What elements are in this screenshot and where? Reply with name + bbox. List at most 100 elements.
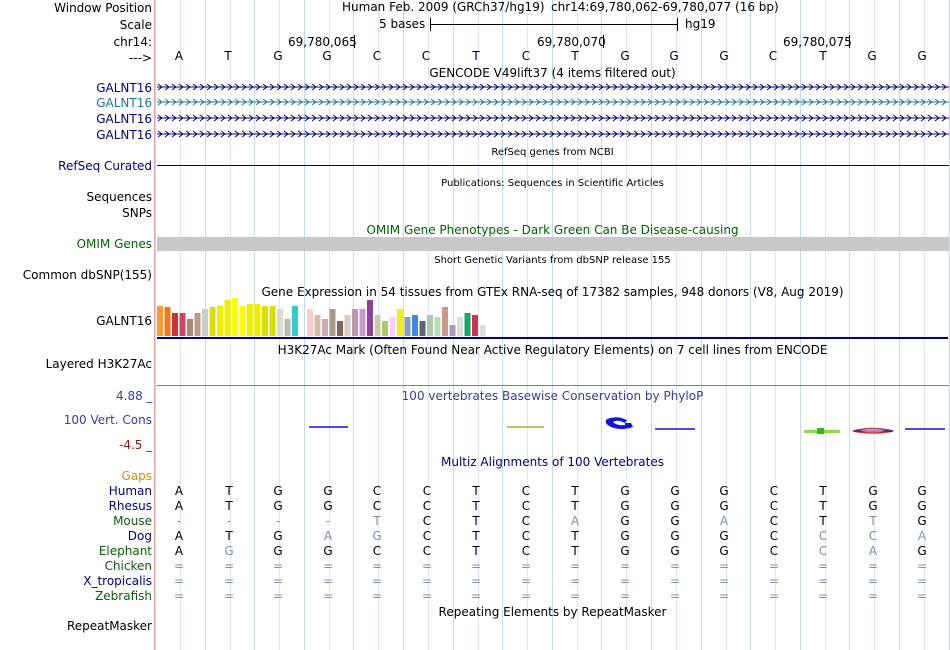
gtex-tissue-bar[interactable]: [202, 309, 208, 336]
gtex-tissue-bar[interactable]: [442, 307, 448, 336]
gtex-tissue-bar[interactable]: [254, 304, 261, 336]
gtex-tissue-bar[interactable]: [352, 309, 358, 336]
snps-label[interactable]: SNPs: [122, 206, 152, 220]
alignment-base: =: [718, 559, 730, 573]
omim-track-title[interactable]: OMIM Gene Phenotypes - Dark Green Can Be…: [366, 223, 739, 237]
gtex-label[interactable]: GALNT16: [96, 314, 152, 328]
gtex-tissue-bar[interactable]: [209, 307, 216, 336]
gtex-tissue-bar[interactable]: [404, 317, 411, 336]
gtex-tissue-bar[interactable]: [374, 315, 381, 336]
gencode-track-title[interactable]: GENCODE V49lift37 (4 items filtered out): [429, 66, 676, 80]
gtex-tissue-bar[interactable]: [224, 300, 231, 336]
position-readout[interactable]: chr14:69,780,062-69,780,077 (16 bp): [551, 0, 779, 14]
gtex-tissue-bar[interactable]: [277, 309, 283, 336]
gtex-tissue-bar[interactable]: [322, 319, 328, 336]
gtex-tissue-bar[interactable]: [344, 315, 351, 336]
phylop-label[interactable]: 100 Vert. Cons: [63, 413, 152, 427]
h3k27ac-label[interactable]: Layered H3K27Ac: [45, 357, 152, 371]
refseq-gene-line[interactable]: [157, 165, 949, 166]
alignment-base: T: [225, 484, 233, 498]
species-label[interactable]: Chicken: [104, 559, 152, 573]
gtex-tissue-bar[interactable]: [449, 325, 456, 336]
gtex-tissue-bar[interactable]: [472, 315, 478, 336]
gtex-tissue-bar[interactable]: [479, 325, 486, 336]
gencode-item-label[interactable]: GALNT16: [96, 112, 152, 126]
alignment-base: A: [719, 514, 729, 528]
alignment-base: =: [272, 559, 284, 573]
gtex-tissue-bar[interactable]: [307, 309, 313, 336]
phylop-conservation-plot[interactable]: [155, 410, 950, 440]
gtex-tissue-bar[interactable]: [179, 313, 186, 336]
gtex-expression-chart[interactable]: [155, 298, 950, 340]
omim-phenotype-bar[interactable]: [157, 237, 949, 251]
gtex-tissue-bar[interactable]: [239, 306, 246, 336]
repeatmasker-track-title[interactable]: Repeating Elements by RepeatMasker: [438, 605, 667, 619]
species-label[interactable]: Human: [108, 484, 152, 498]
alignment-base: =: [817, 574, 829, 588]
alignment-base: G: [868, 484, 878, 498]
gtex-tissue-bar[interactable]: [284, 319, 291, 336]
gtex-tissue-bar[interactable]: [427, 315, 433, 336]
refseq-label[interactable]: RefSeq Curated: [58, 159, 152, 173]
alignment-base: A: [174, 529, 184, 543]
gencode-item-label[interactable]: GALNT16: [96, 128, 152, 142]
species-label[interactable]: Rhesus: [108, 499, 152, 513]
gtex-track-title[interactable]: Gene Expression in 54 tissues from GTEx …: [261, 285, 844, 299]
gtex-tissue-bar[interactable]: [164, 307, 171, 336]
gtex-tissue-bar[interactable]: [187, 319, 193, 336]
species-label[interactable]: X_tropicalis: [83, 574, 152, 588]
gencode-item-label[interactable]: GALNT16: [96, 96, 152, 110]
gencode-transcript-1[interactable]: [157, 82, 949, 92]
species-label[interactable]: Mouse: [113, 514, 152, 528]
h3k27ac-track-title[interactable]: H3K27Ac Mark (Often Found Near Active Re…: [277, 343, 828, 357]
gtex-tissue-bar[interactable]: [434, 317, 441, 336]
base: A: [174, 49, 184, 63]
alignment-base: C: [372, 484, 382, 498]
gtex-tissue-bar[interactable]: [157, 306, 163, 336]
gtex-tissue-bar[interactable]: [329, 309, 336, 336]
gencode-transcript-2[interactable]: [157, 97, 949, 107]
gtex-tissue-bar[interactable]: [314, 315, 321, 336]
gtex-tissue-bar[interactable]: [262, 306, 268, 336]
species-label[interactable]: Zebrafish: [95, 589, 152, 603]
omim-label[interactable]: OMIM Genes: [76, 237, 152, 251]
gencode-item-label[interactable]: GALNT16: [96, 81, 152, 95]
refseq-track-title[interactable]: RefSeq genes from NCBI: [491, 147, 614, 158]
gtex-tissue-bar[interactable]: [292, 306, 298, 336]
gtex-tissue-bar[interactable]: [367, 300, 373, 336]
alignment-base: G: [917, 514, 927, 528]
gtex-tissue-bar[interactable]: [217, 306, 223, 336]
gtex-tissue-bar[interactable]: [464, 313, 471, 336]
gtex-tissue-bar[interactable]: [172, 313, 178, 336]
gtex-tissue-bar[interactable]: [412, 315, 418, 336]
species-label[interactable]: Dog: [127, 529, 152, 543]
repeatmasker-label[interactable]: RepeatMasker: [66, 619, 152, 633]
alignment-base: G: [719, 484, 729, 498]
gtex-tissue-bar[interactable]: [359, 309, 366, 336]
species-label[interactable]: Elephant: [98, 544, 152, 558]
phylop-track-title[interactable]: 100 vertebrates Basewise Conservation by…: [401, 389, 704, 403]
sequences-label[interactable]: Sequences: [86, 190, 152, 204]
gtex-tissue-bar[interactable]: [247, 304, 253, 336]
gtex-tissue-bar[interactable]: [389, 317, 396, 336]
alignment-base: G: [372, 529, 382, 543]
gtex-tissue-bar[interactable]: [269, 306, 276, 336]
alignment-base: C: [521, 484, 531, 498]
gtex-tissue-bar[interactable]: [232, 298, 238, 336]
gtex-tissue-bar[interactable]: [337, 321, 343, 336]
alignment-base: T: [571, 499, 579, 513]
gtex-tissue-bar[interactable]: [419, 321, 426, 336]
gencode-transcript-4[interactable]: [157, 129, 949, 139]
ruler-tick-label: 69,780,065: [288, 35, 357, 49]
multiz-track-title[interactable]: Multiz Alignments of 100 Vertebrates: [440, 455, 665, 469]
alignment-base: G: [719, 529, 729, 543]
dbsnp-label[interactable]: Common dbSNP(155): [22, 268, 152, 282]
gaps-label[interactable]: Gaps: [121, 469, 152, 483]
publications-track-title[interactable]: Publications: Sequences in Scientific Ar…: [441, 178, 664, 189]
dbsnp-track-title[interactable]: Short Genetic Variants from dbSNP releas…: [434, 255, 671, 266]
gtex-tissue-bar[interactable]: [382, 321, 388, 336]
gtex-tissue-bar[interactable]: [397, 309, 403, 336]
gencode-transcript-3[interactable]: [157, 113, 949, 123]
gtex-tissue-bar[interactable]: [457, 317, 463, 336]
gtex-tissue-bar[interactable]: [194, 313, 201, 336]
